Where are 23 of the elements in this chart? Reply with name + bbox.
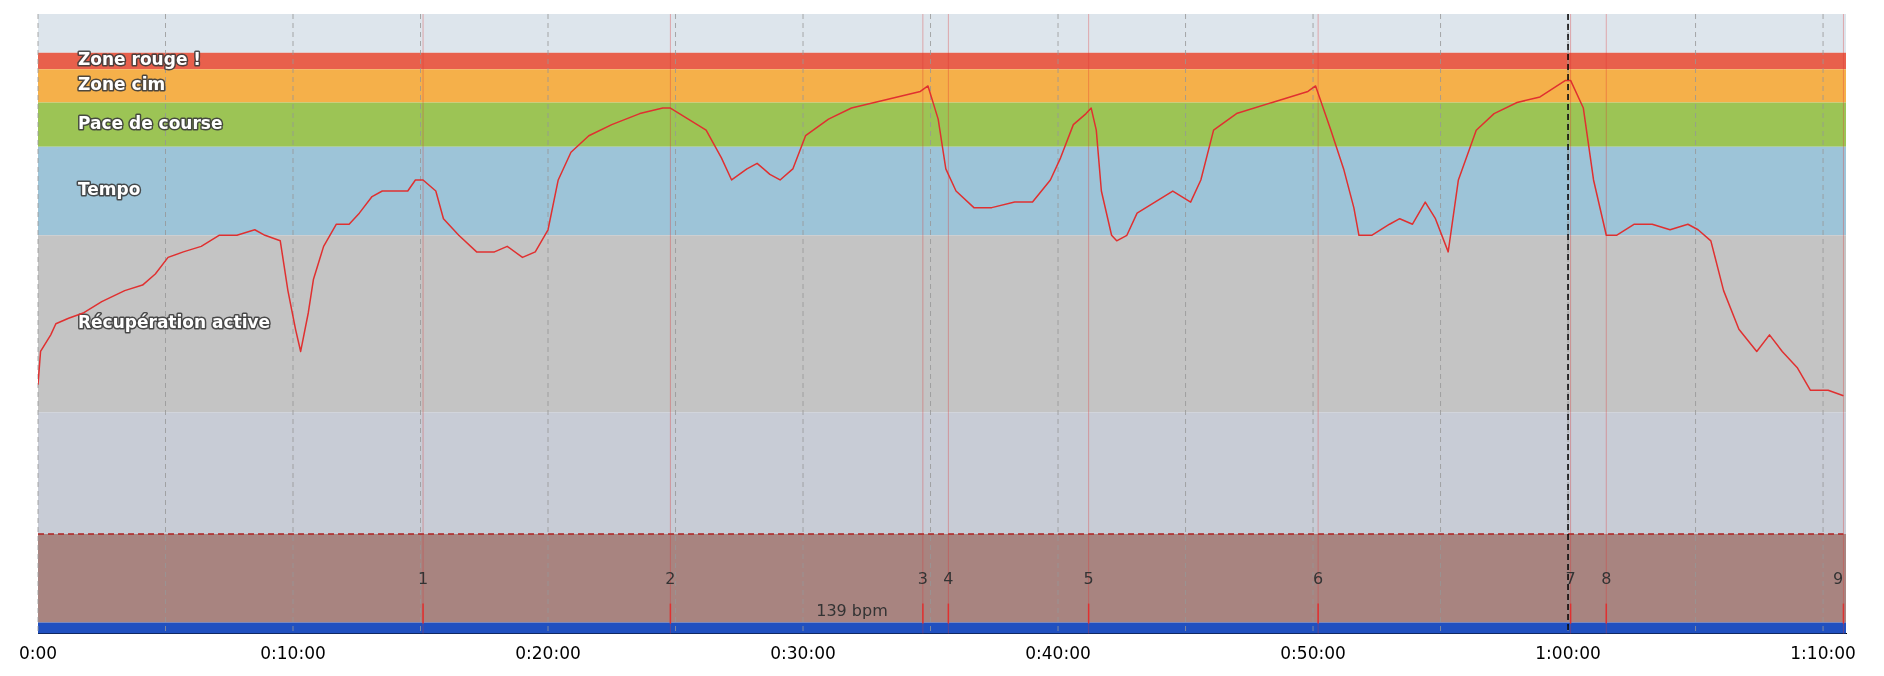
band-label: Zone rouge ! — [78, 49, 202, 70]
band-label: Zone cim — [78, 74, 166, 95]
annotation: 139 bpm — [816, 600, 888, 620]
x-tick-label: 0:40:00 — [1025, 643, 1091, 664]
annotation: 6 — [1313, 568, 1324, 588]
x-tick-label: 0:50:00 — [1280, 643, 1346, 664]
x-tick-label: 0:10:00 — [260, 643, 326, 664]
x-tick-label: 1:10:00 — [1790, 643, 1856, 664]
band-label: Pace de course — [78, 113, 223, 134]
x-tick-label: 0:00 — [18, 643, 58, 664]
annotation: 5 — [1083, 568, 1094, 588]
band-label: Tempo — [78, 179, 141, 200]
band-label: Récupération active — [78, 312, 271, 333]
annotation: 4 — [943, 568, 954, 588]
x-tick-label: 1:00:00 — [1535, 643, 1601, 664]
annotation: 7 — [1565, 568, 1576, 588]
annotation: 9 — [1832, 568, 1844, 588]
annotation: 8 — [1601, 568, 1612, 588]
x-tick-label: 0:20:00 — [515, 643, 581, 664]
annotation: 1 — [417, 568, 429, 588]
x-tick-label: 0:30:00 — [770, 643, 836, 664]
annotation: 3 — [917, 568, 928, 588]
annotation: 2 — [665, 568, 676, 588]
